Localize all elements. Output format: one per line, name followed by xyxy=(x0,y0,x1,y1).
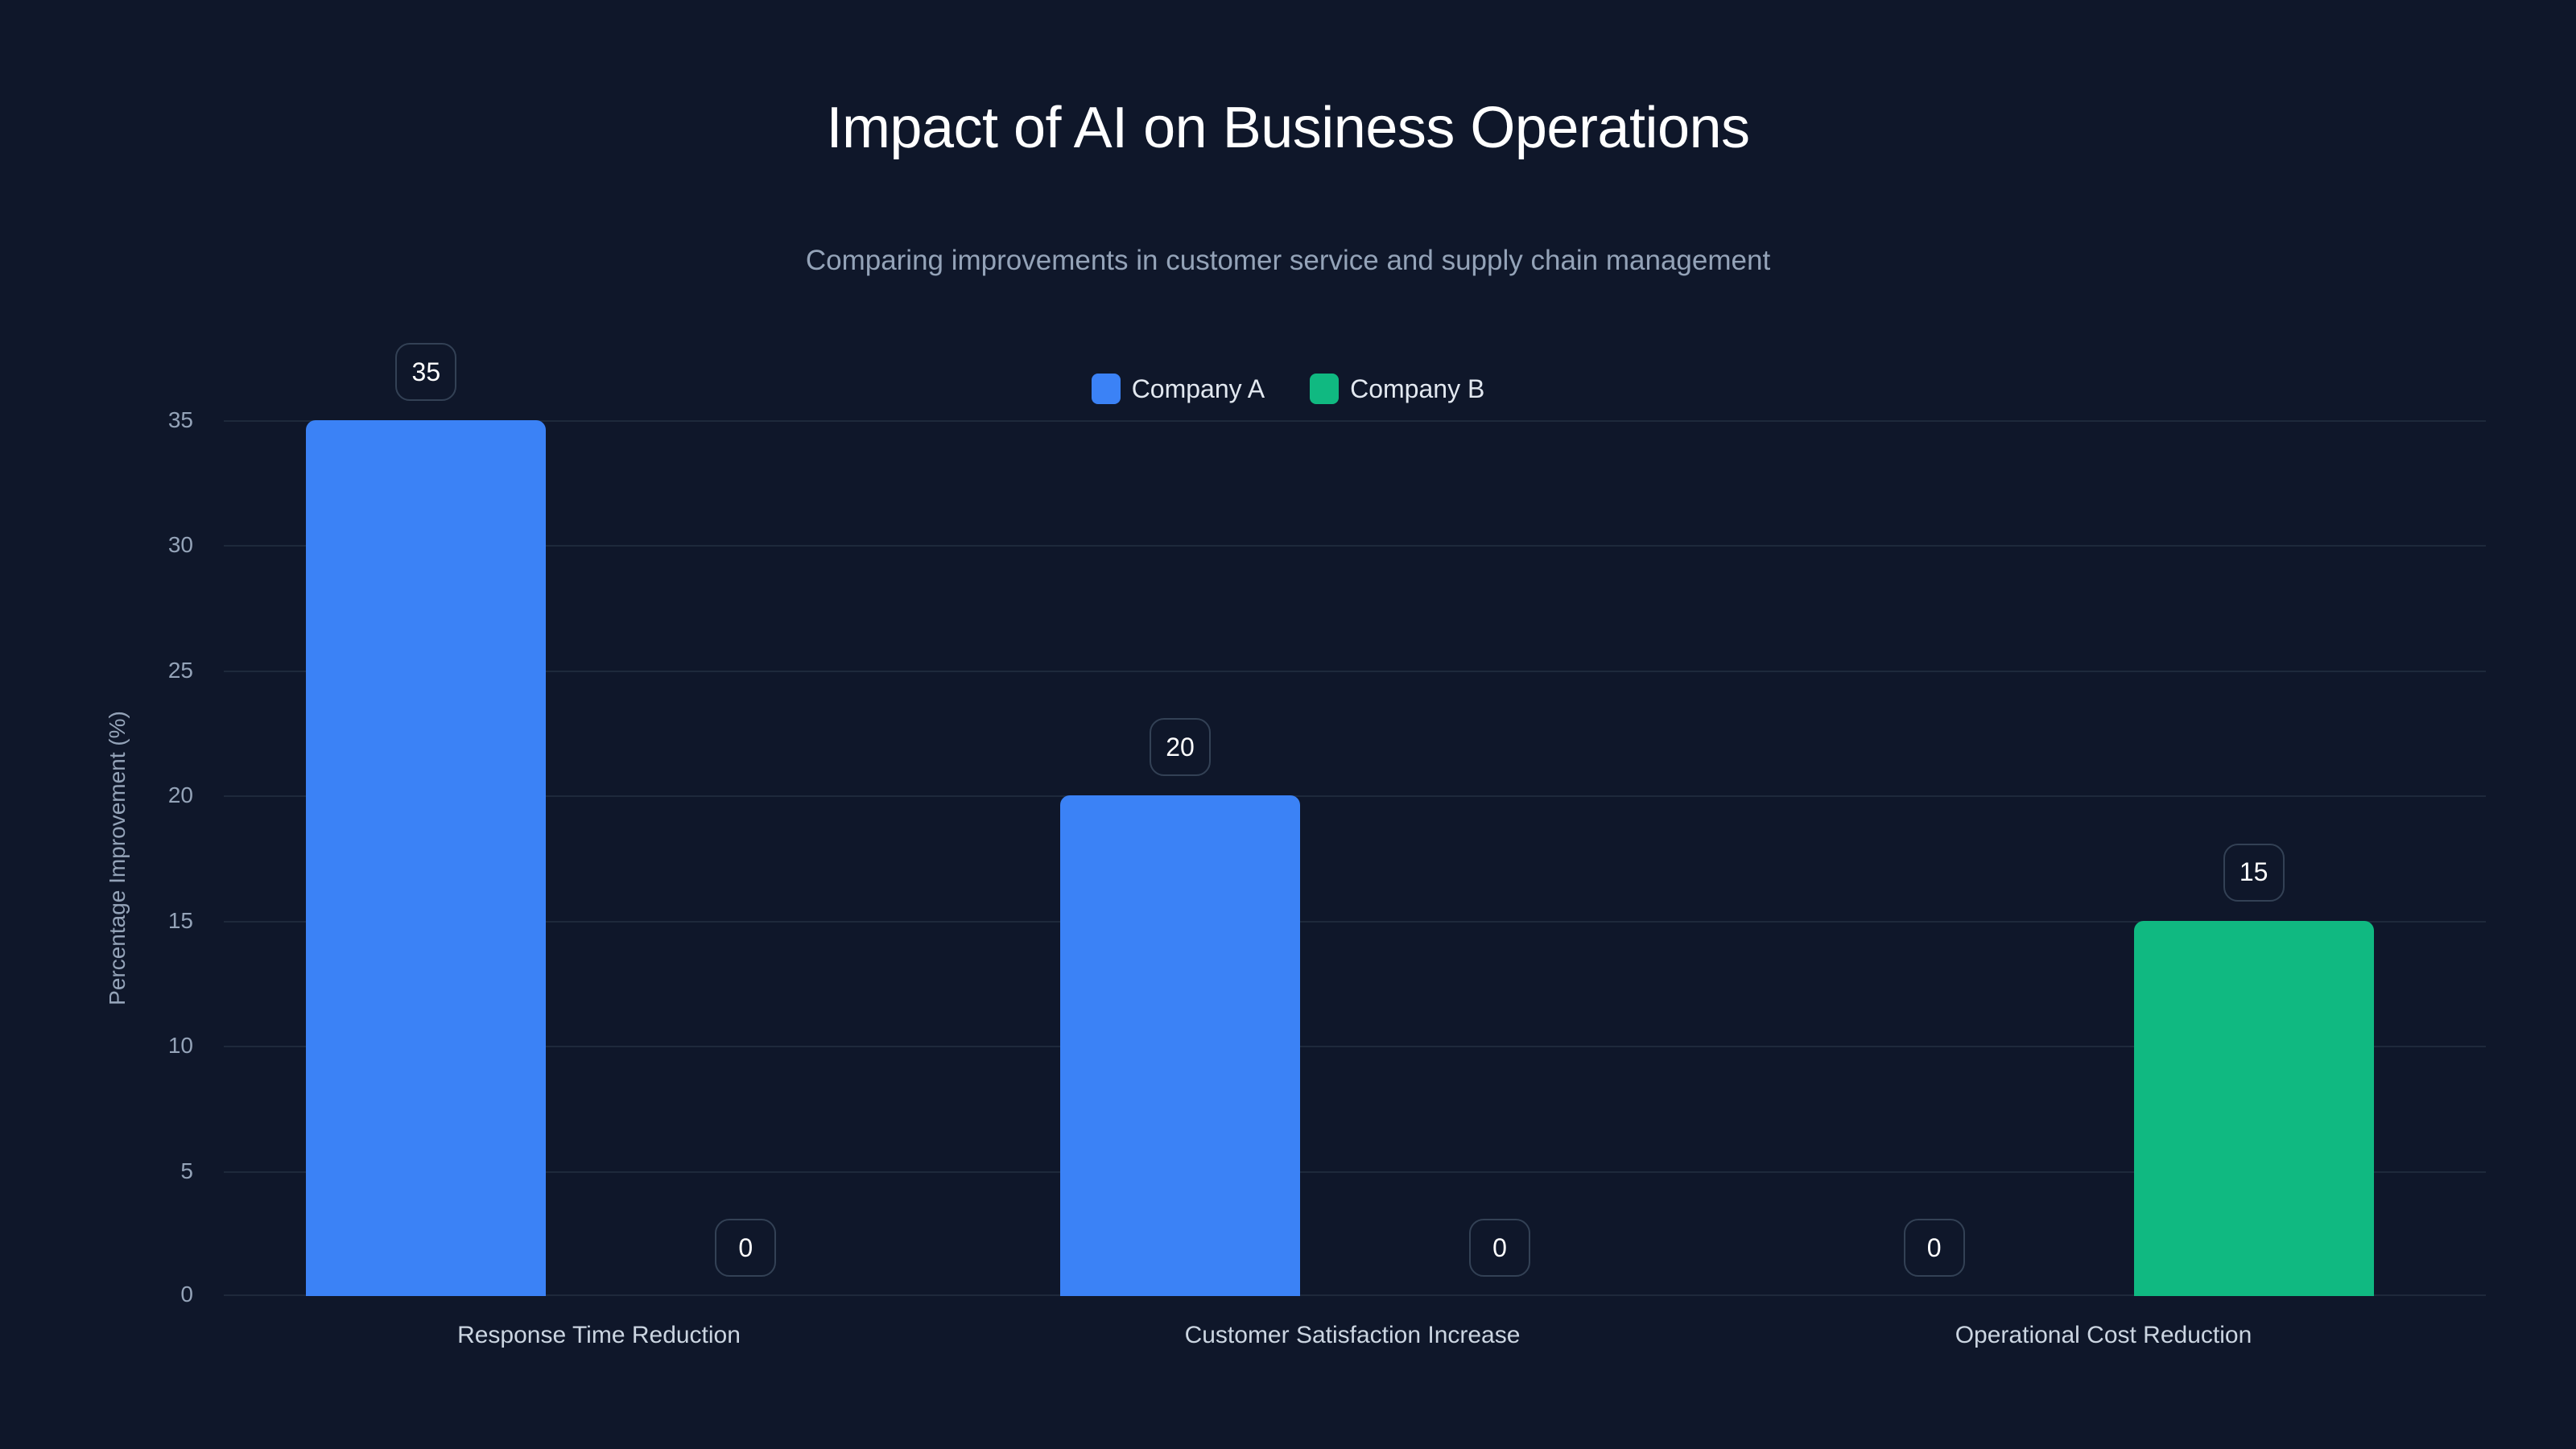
value-label: 0 xyxy=(1469,1219,1530,1277)
gridline xyxy=(224,1171,2486,1173)
gridline xyxy=(224,545,2486,547)
chart-subtitle: Comparing improvements in customer servi… xyxy=(805,245,1771,276)
legend-swatch-company-a xyxy=(1091,374,1121,404)
gridline xyxy=(224,671,2486,672)
chart-title: Impact of AI on Business Operations xyxy=(826,96,1750,160)
legend-item-company-b[interactable]: Company B xyxy=(1310,374,1484,404)
bar-company-b[interactable] xyxy=(2133,920,2374,1296)
legend-label: Company A xyxy=(1131,374,1265,403)
y-tick: 20 xyxy=(167,782,193,807)
y-tick: 35 xyxy=(167,407,193,432)
x-label: Response Time Reduction xyxy=(457,1322,741,1348)
gridline xyxy=(224,921,2486,923)
value-label: 0 xyxy=(1903,1219,1965,1277)
value-label: 15 xyxy=(2223,843,2285,902)
x-label: Operational Cost Reduction xyxy=(1955,1322,2252,1348)
value-label: 0 xyxy=(715,1219,777,1277)
bar-company-a[interactable] xyxy=(306,420,547,1296)
baseline xyxy=(224,1294,2486,1296)
y-tick: 10 xyxy=(167,1033,193,1058)
y-tick: 15 xyxy=(167,908,193,933)
legend-item-company-a[interactable]: Company A xyxy=(1091,374,1265,404)
gridline xyxy=(224,1046,2486,1047)
legend-swatch-company-b xyxy=(1310,374,1340,404)
value-label: 35 xyxy=(395,343,457,401)
legend: Company A Company B xyxy=(0,374,2576,404)
bar-company-a[interactable] xyxy=(1060,795,1300,1296)
y-tick: 0 xyxy=(180,1282,193,1307)
gridline xyxy=(224,420,2486,422)
value-label: 20 xyxy=(1150,718,1211,777)
y-axis-label: Percentage Improvement (%) xyxy=(105,711,130,1005)
legend-label: Company B xyxy=(1350,374,1485,403)
plot-area xyxy=(224,420,2486,1296)
y-tick: 30 xyxy=(167,532,193,557)
x-label: Customer Satisfaction Increase xyxy=(1184,1322,1521,1348)
gridline xyxy=(224,795,2486,797)
y-tick: 25 xyxy=(167,658,193,683)
y-tick: 5 xyxy=(180,1158,193,1183)
